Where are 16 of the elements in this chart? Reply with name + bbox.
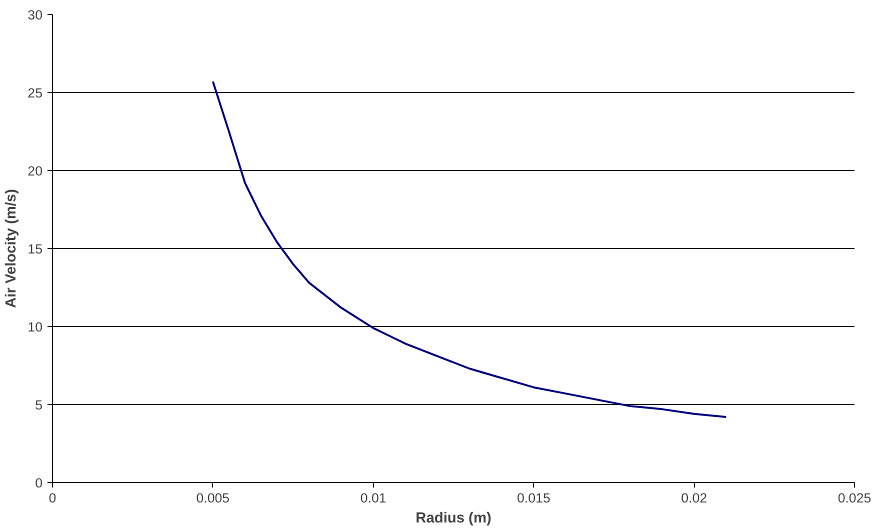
x-tick-label: 0.015	[517, 490, 550, 506]
x-tick-label: 0.02	[681, 490, 708, 506]
x-axis-title: Radius (m)	[416, 510, 492, 526]
x-tick-label: 0	[48, 490, 56, 506]
y-tick-label: 0	[35, 476, 43, 490]
y-tick-label: 30	[28, 8, 43, 22]
y-tick-label: 25	[28, 86, 43, 100]
y-tick-label: 5	[35, 398, 43, 412]
line-series	[212, 80, 728, 418]
x-tick-label: 0.01	[360, 490, 386, 506]
y-axis-title: Air Velocity (m/s)	[4, 188, 20, 308]
x-tick-label: 0.025	[838, 490, 872, 506]
y-tick-label: 20	[28, 164, 43, 178]
y-tick-label: 10	[28, 320, 43, 334]
x-tick-label: 0.005	[196, 490, 230, 506]
y-tick-label: 15	[28, 242, 43, 256]
